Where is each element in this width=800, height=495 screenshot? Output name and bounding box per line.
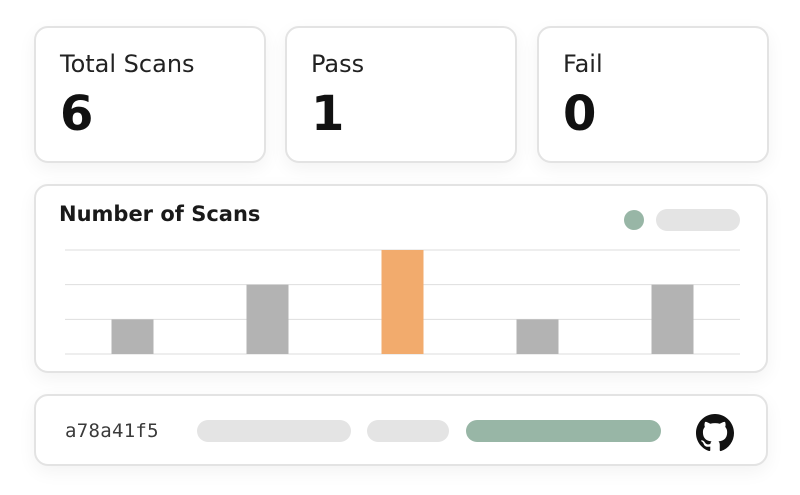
stat-label: Fail — [563, 50, 603, 78]
github-icon[interactable] — [696, 414, 734, 452]
commit-status-bar — [466, 420, 661, 442]
scan-bar-4[interactable] — [516, 319, 559, 354]
stat-card-pass: Pass 1 — [285, 26, 517, 163]
stat-label: Pass — [311, 50, 365, 78]
scans-chart-card: Number of Scans — [34, 184, 768, 373]
scan-bar-2[interactable] — [246, 284, 289, 354]
stat-value: 6 — [60, 86, 94, 142]
stat-value: 0 — [563, 86, 597, 142]
commit-meta-placeholder — [367, 420, 449, 442]
scan-bar-1[interactable] — [111, 319, 154, 354]
commit-hash[interactable]: a78a41f5 — [65, 420, 159, 442]
stat-label: Total Scans — [60, 50, 195, 78]
legend-label-placeholder — [656, 209, 740, 231]
stat-card-total-scans: Total Scans 6 — [34, 26, 266, 163]
stat-value: 1 — [311, 86, 345, 142]
commit-meta-placeholder — [197, 420, 351, 442]
stat-card-fail: Fail 0 — [537, 26, 769, 163]
scan-bar-3[interactable] — [381, 250, 424, 354]
scans-bar-chart — [65, 249, 740, 355]
chart-title: Number of Scans — [59, 202, 261, 226]
legend-dot — [624, 210, 644, 230]
commit-row[interactable]: a78a41f5 — [34, 394, 768, 466]
scan-bar-5[interactable] — [651, 284, 694, 354]
